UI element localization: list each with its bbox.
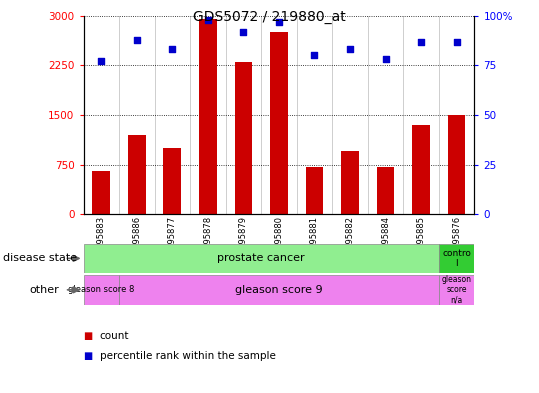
Bar [341, 151, 359, 214]
Point [239, 28, 248, 35]
Text: percentile rank within the sample: percentile rank within the sample [100, 351, 275, 361]
Point [133, 37, 141, 43]
Bar [163, 148, 181, 214]
Bar [128, 135, 146, 214]
Text: gleason score 9: gleason score 9 [235, 285, 323, 295]
Bar [412, 125, 430, 214]
Text: gleason
score
n/a: gleason score n/a [441, 275, 472, 305]
Point [204, 17, 212, 23]
Bar [119, 275, 439, 305]
Bar [234, 62, 252, 214]
Point [275, 18, 284, 25]
Bar [84, 275, 119, 305]
Point [345, 46, 354, 53]
Text: prostate cancer: prostate cancer [217, 253, 305, 263]
Point [381, 56, 390, 62]
Bar [448, 115, 466, 214]
Bar [92, 171, 110, 214]
Bar [439, 244, 474, 273]
Point [168, 46, 177, 53]
Text: contro
l: contro l [442, 249, 471, 268]
Bar [306, 167, 323, 214]
Text: disease state: disease state [3, 253, 77, 263]
Point [97, 58, 106, 64]
Text: ■: ■ [84, 351, 93, 361]
Point [417, 39, 425, 45]
Bar [377, 167, 395, 214]
Text: gleason score 8: gleason score 8 [68, 285, 135, 294]
Bar [439, 275, 474, 305]
Text: other: other [30, 285, 59, 295]
Text: count: count [100, 331, 129, 341]
Text: GDS5072 / 219880_at: GDS5072 / 219880_at [193, 10, 346, 24]
Text: ■: ■ [84, 331, 93, 341]
Point [310, 52, 319, 59]
Point [452, 39, 461, 45]
Bar [199, 19, 217, 214]
Bar [270, 32, 288, 214]
